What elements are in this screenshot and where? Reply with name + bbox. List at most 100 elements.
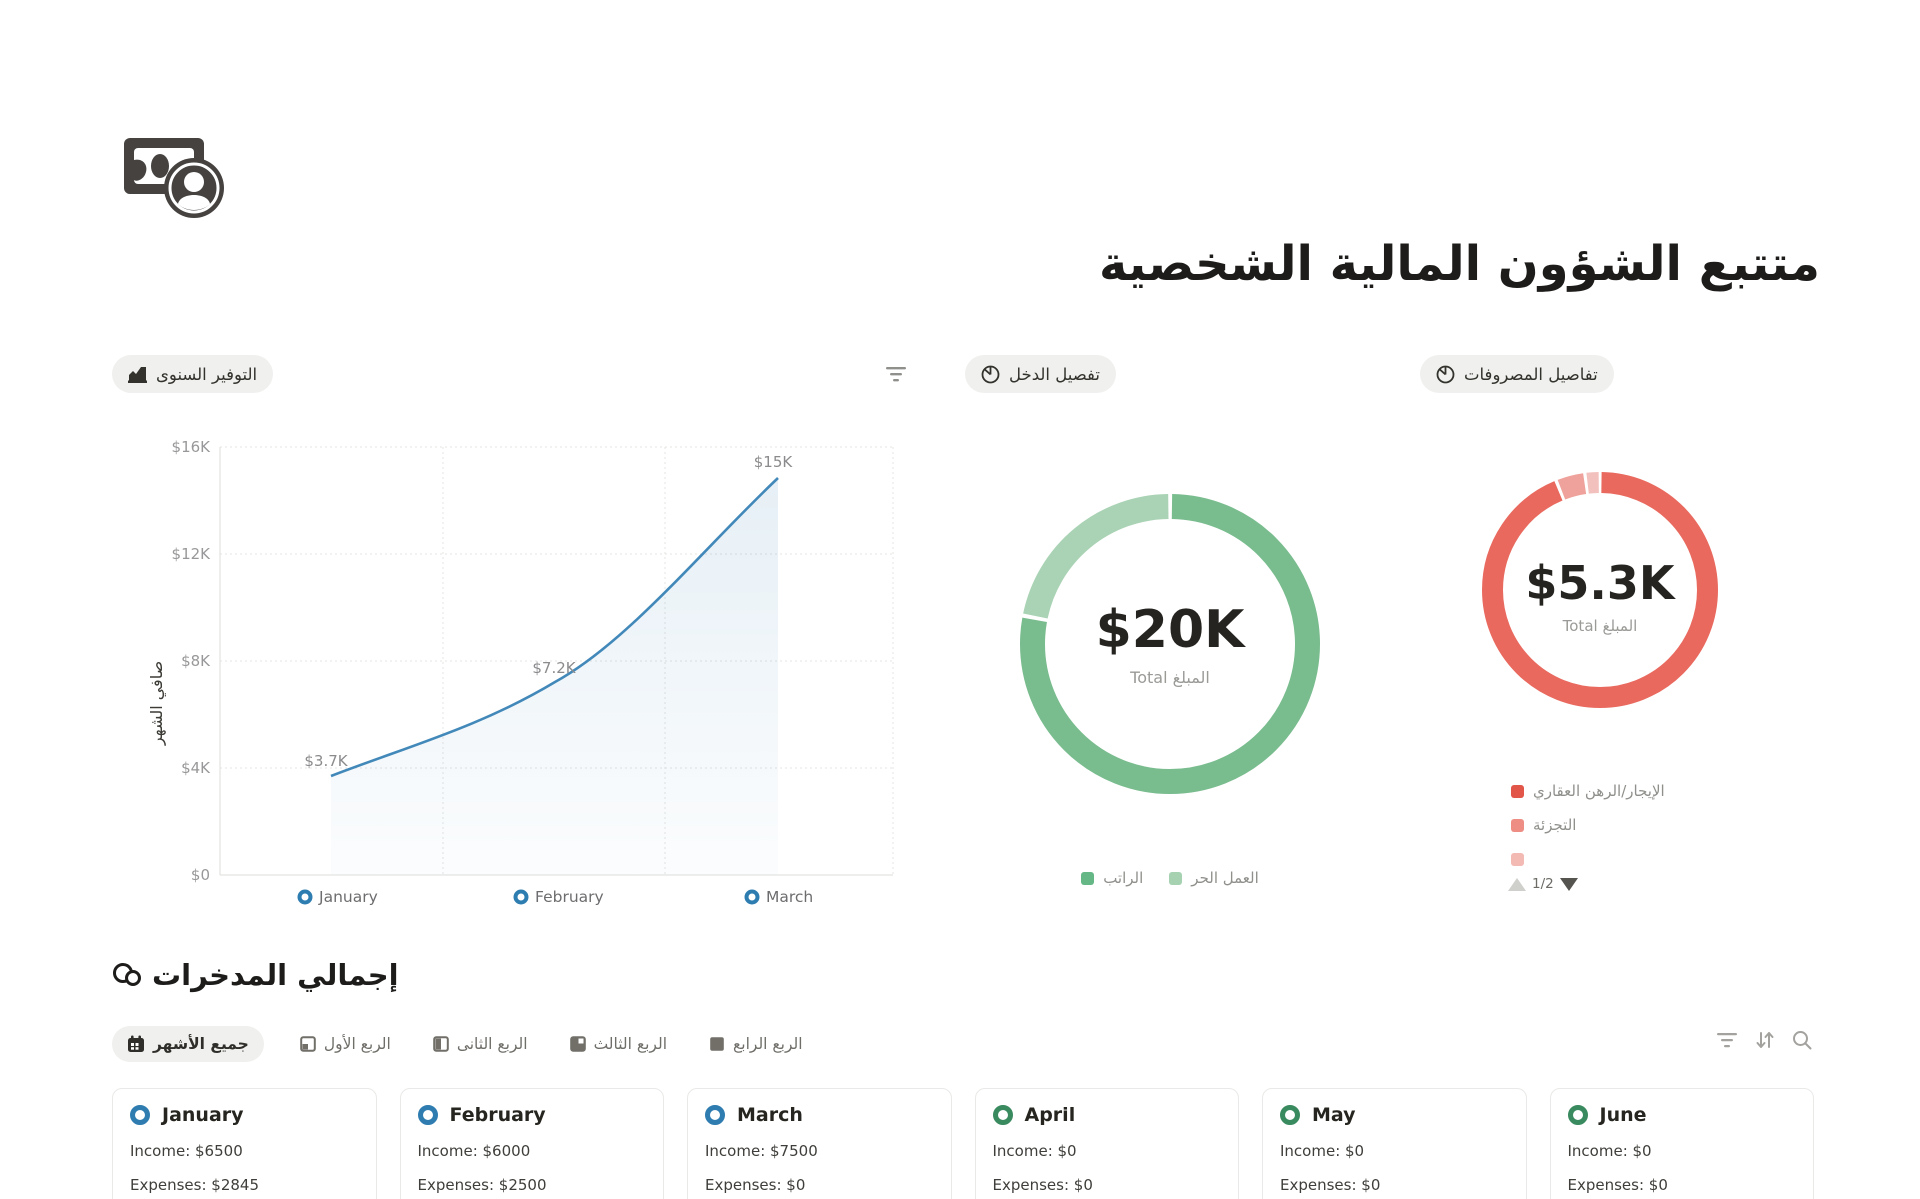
retail-color-swatch (1511, 819, 1524, 832)
card-april[interactable]: April Income: $0 Expenses: $0 (974, 1088, 1239, 1199)
rent-legend-label: الإيجار/الرهن العقاري (1533, 782, 1665, 800)
retail-legend-label: التجزئة (1533, 816, 1577, 834)
income-breakdown-view-badge[interactable]: تفصيل الدخل (965, 355, 1116, 393)
page-title: متتبع الشؤون المالية الشخصية (1099, 236, 1820, 292)
freelance-legend-label: العمل الحر (1191, 869, 1259, 887)
income-total-caption: المبلغ Total (1130, 668, 1210, 687)
point-label-march: $15K (754, 453, 794, 471)
tab-quarter-3[interactable]: الربع الثالث (564, 1026, 673, 1062)
point-label-january: $3.7K (304, 752, 348, 770)
month-dot-icon (1567, 1105, 1588, 1125)
y-axis-title: صافي الشهر (147, 661, 167, 746)
tab-quarter-1[interactable]: الربع الأول (294, 1026, 397, 1062)
quarter-1-icon (300, 1036, 316, 1052)
y-tick: $16K (172, 438, 212, 456)
legend-item-rent[interactable]: الإيجار/الرهن العقاري (1511, 782, 1721, 800)
expenses-total: $5.3K (1525, 556, 1675, 610)
month-dot-icon (1280, 1105, 1300, 1125)
card-month-title: May (1312, 1104, 1356, 1126)
card-month-title: March (737, 1104, 803, 1126)
annual-savings-view-badge[interactable]: التوفير السنوى (112, 355, 274, 393)
month-cards-grid: January Income: $6500 Expenses: $2845 Fe… (112, 1088, 1814, 1199)
card-january[interactable]: January Income: $6500 Expenses: $2845 (112, 1088, 377, 1199)
tab-quarter-2-label: الربع الثانى (456, 1035, 528, 1053)
pie-chart-icon (981, 365, 1000, 383)
expenses-badge-label: تفاصيل المصروفات (1464, 364, 1598, 384)
savings-toolbar (1716, 1030, 1812, 1050)
pie-chart-icon (1436, 365, 1455, 383)
expenses-total-caption: المبلغ Total (1562, 617, 1638, 635)
total-savings-title: إجمالي المدخرات (152, 958, 399, 992)
salary-legend-label: الراتب (1103, 869, 1144, 887)
x-legend-dot[interactable] (744, 889, 760, 905)
expenses-segment-rent[interactable] (1482, 472, 1718, 708)
legend-item-retail[interactable]: التجزئة (1511, 816, 1721, 834)
legend-page-down-icon[interactable] (1559, 877, 1578, 891)
total-savings-section-header: إجمالي المدخرات (112, 958, 399, 992)
card-expenses: Expenses: $2845 (130, 1176, 260, 1194)
quarter-3-icon (569, 1036, 586, 1052)
month-dot-icon (992, 1105, 1013, 1125)
chart-filter-icon[interactable] (884, 364, 908, 384)
app-logo-money-icon (124, 138, 224, 218)
area-chart-icon (128, 366, 147, 383)
x-legend-dot[interactable] (513, 889, 529, 905)
expenses-donut-chart (1482, 472, 1718, 708)
salary-color-swatch (1081, 871, 1095, 885)
legend-page-indicator: 1/2 (1532, 876, 1554, 892)
card-expenses: Expenses: $0 (705, 1176, 806, 1194)
y-tick: $12K (172, 545, 212, 563)
card-income: Income: $6500 (130, 1142, 243, 1160)
card-expenses: Expenses: $2500 (417, 1176, 547, 1194)
card-march[interactable]: March Income: $7500 Expenses: $0 (687, 1088, 952, 1199)
tab-quarter-3-label: الربع الثالث (593, 1035, 668, 1053)
sort-icon[interactable] (1755, 1030, 1775, 1050)
x-label-january[interactable]: January (318, 888, 378, 906)
search-icon[interactable] (1792, 1030, 1812, 1050)
x-legend-dot[interactable] (297, 889, 313, 905)
tab-all-months-label: جميع الأشهر (153, 1035, 249, 1053)
income-segment-salary[interactable] (1020, 494, 1320, 794)
income-donut-center: $20K المبلغ Total (1020, 600, 1320, 687)
card-june[interactable]: June Income: $0 Expenses: $0 (1549, 1088, 1814, 1199)
y-tick: $8K (181, 652, 211, 670)
legend-item-clipped[interactable] (1511, 850, 1721, 866)
savings-area-fill (331, 478, 778, 875)
income-donut-chart (1020, 494, 1320, 794)
annual-savings-badge-label: التوفير السنوى (156, 364, 258, 384)
expenses-legend: الإيجار/الرهن العقاري التجزئة (1511, 782, 1721, 874)
quarter-4-icon (710, 1037, 724, 1051)
expenses-legend-pager: 1/2 (1508, 876, 1578, 892)
income-legend: الراتب العمل الحر (1030, 869, 1310, 887)
x-label-march[interactable]: March (766, 888, 813, 906)
card-month-title: June (1599, 1104, 1647, 1126)
x-label-february[interactable]: February (535, 888, 604, 906)
card-may[interactable]: May Income: $0 Expenses: $0 (1262, 1088, 1527, 1199)
legend-item-salary[interactable]: الراتب (1081, 869, 1143, 887)
month-dot-icon (705, 1105, 725, 1125)
card-month-title: February (449, 1104, 546, 1126)
rent-color-swatch (1511, 785, 1524, 798)
card-income: Income: $0 (1567, 1142, 1652, 1160)
card-income: Income: $0 (992, 1142, 1077, 1160)
card-month-title: April (1024, 1104, 1076, 1126)
expenses-breakdown-view-badge[interactable]: تفاصيل المصروفات (1420, 355, 1614, 393)
card-income: Income: $0 (1280, 1142, 1365, 1160)
card-income: Income: $7500 (705, 1142, 818, 1160)
income-total: $20K (1095, 600, 1245, 660)
filter-icon[interactable] (1716, 1031, 1738, 1049)
legend-item-freelance[interactable]: العمل الحر (1169, 869, 1259, 887)
tab-quarter-4[interactable]: الربع الرابع (703, 1026, 809, 1062)
point-label-february: $7.2K (532, 659, 576, 677)
card-month-title: January (162, 1104, 244, 1126)
annual-savings-line-chart: $16K $12K $8K $4K $0 صافي الشهر $3.7K $7… (147, 438, 894, 906)
card-expenses: Expenses: $0 (1567, 1176, 1668, 1194)
y-tick: $4K (181, 759, 211, 777)
legend-page-up-icon[interactable] (1508, 877, 1526, 891)
quarter-2-icon (433, 1036, 449, 1052)
tab-quarter-2[interactable]: الربع الثانى (427, 1026, 534, 1062)
tab-quarter-1-label: الربع الأول (323, 1035, 391, 1053)
tab-all-months[interactable]: جميع الأشهر (112, 1026, 264, 1062)
card-february[interactable]: February Income: $6000 Expenses: $2500 (399, 1088, 664, 1199)
